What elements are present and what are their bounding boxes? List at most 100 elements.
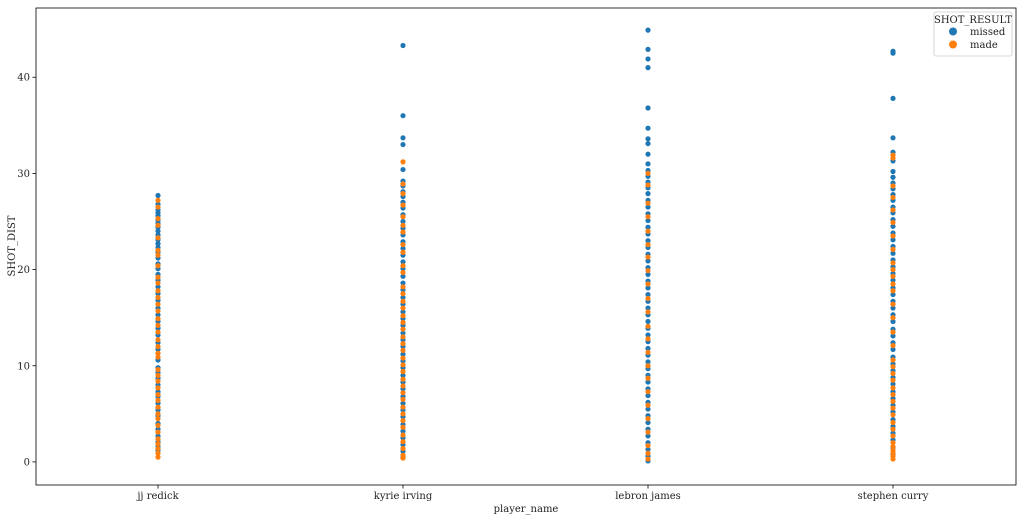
data-point [890, 346, 896, 353]
data-point [400, 202, 406, 208]
data-point [645, 161, 651, 167]
data-point [155, 454, 161, 460]
data-point [890, 315, 896, 321]
data-point [155, 197, 161, 203]
data-point [400, 42, 406, 49]
data-point [890, 260, 896, 266]
data-point [155, 222, 161, 228]
x-axis: jj redick kyrie irving lebron james stephen… [136, 485, 929, 502]
data-point [645, 224, 651, 230]
data-point [645, 332, 651, 338]
data-point [155, 385, 161, 391]
data-point [645, 442, 651, 449]
data-point [155, 316, 161, 322]
data-point [645, 27, 651, 33]
data-point [400, 269, 406, 276]
data-point [155, 312, 161, 318]
x-axis-label: player_name [494, 504, 559, 515]
data-point [890, 443, 896, 450]
data-point [890, 288, 896, 294]
data-point [155, 204, 161, 210]
data-point [645, 375, 651, 381]
data-point [400, 273, 406, 279]
data-point [400, 218, 406, 225]
plot-frame [35, 7, 1017, 486]
data-point [400, 166, 406, 173]
data-point [400, 305, 406, 311]
data-point [890, 398, 896, 404]
data-point [645, 238, 651, 244]
data-point [400, 181, 406, 187]
data-point [645, 285, 651, 291]
data-point [645, 182, 651, 188]
data-point [400, 417, 406, 424]
data-point [890, 342, 896, 349]
data-point [645, 419, 651, 426]
data-point [400, 368, 406, 375]
data-point [155, 322, 161, 328]
data-point [400, 229, 406, 235]
data-point [155, 337, 161, 343]
data-point [890, 223, 896, 229]
data-point [890, 135, 896, 141]
data-point [155, 288, 161, 294]
data-point [155, 392, 161, 398]
data-point [400, 319, 406, 326]
data-point [645, 214, 651, 220]
data-point [890, 405, 896, 411]
data-point [155, 445, 161, 452]
data-point [400, 284, 406, 290]
data-point [890, 246, 896, 252]
data-point [645, 204, 651, 210]
data-point [890, 301, 896, 307]
data-point [400, 355, 406, 361]
data-point [645, 241, 651, 248]
data-point [400, 249, 406, 255]
data-point [400, 334, 406, 340]
data-point [400, 159, 406, 165]
data-point [645, 151, 651, 157]
data-point [890, 233, 896, 239]
data-point [645, 336, 651, 342]
data-point [890, 155, 896, 161]
data-point [155, 284, 161, 290]
data-point [400, 309, 406, 315]
data-point [400, 313, 406, 319]
data-point [645, 105, 651, 111]
legend-label: missed [970, 27, 1006, 38]
data-point [645, 254, 651, 260]
data-point [400, 400, 406, 406]
data-point [890, 412, 896, 418]
data-point [890, 277, 896, 283]
data-points [155, 27, 896, 464]
x-tick-label: lebron james [615, 491, 681, 502]
data-point [400, 347, 406, 353]
legend-label: made [970, 40, 998, 51]
data-point [400, 259, 406, 265]
data-point [155, 343, 161, 350]
data-point [155, 411, 161, 417]
data-point [645, 281, 651, 287]
data-point [155, 404, 161, 410]
data-point [645, 295, 651, 302]
data-point [400, 411, 406, 417]
data-point [645, 416, 651, 422]
x-tick-label: kyrie irving [374, 491, 433, 502]
data-point [400, 396, 406, 403]
data-point [645, 392, 651, 399]
data-point [155, 247, 161, 253]
data-point [645, 379, 651, 385]
data-point [890, 377, 896, 383]
data-point [155, 241, 161, 247]
data-point [890, 174, 896, 180]
data-point [400, 455, 406, 461]
data-point [890, 95, 896, 101]
data-point [155, 436, 161, 442]
data-point [890, 357, 896, 363]
data-point [155, 441, 161, 447]
data-point [890, 392, 896, 398]
data-point [645, 125, 651, 131]
series-made [155, 152, 896, 462]
data-point [645, 136, 651, 142]
data-point [155, 372, 161, 378]
